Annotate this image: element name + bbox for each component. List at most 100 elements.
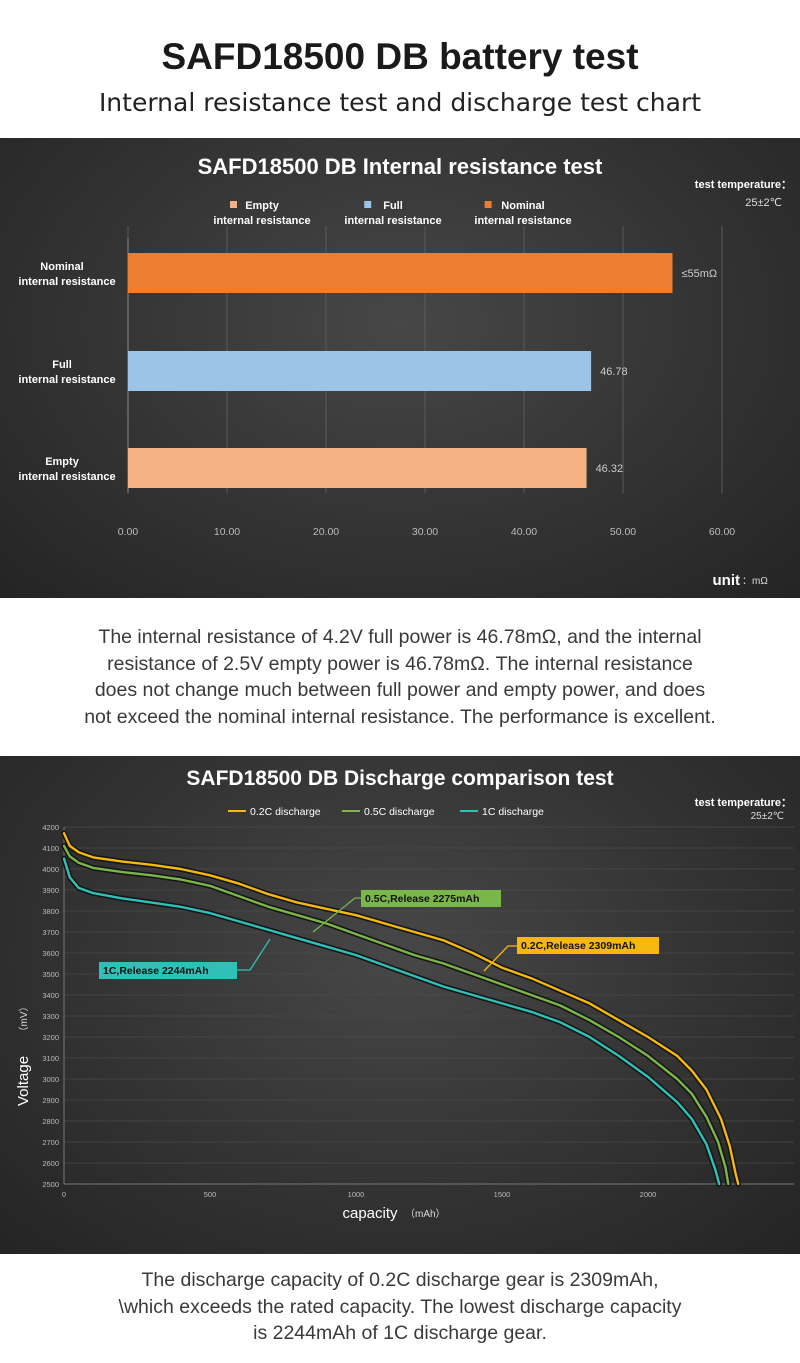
x-axis-label: capacity bbox=[342, 1205, 398, 1222]
line-y-tick-label: 4100 bbox=[42, 844, 59, 853]
bar-legend-label: Empty bbox=[245, 200, 280, 212]
resistance-caption-line: not exceed the nominal internal resistan… bbox=[84, 705, 716, 728]
line-series-group bbox=[61, 830, 741, 1187]
line-x-tick-label: 2000 bbox=[640, 1190, 657, 1199]
bar-category-label: Full bbox=[52, 359, 72, 371]
bar-category-label: internal resistance bbox=[18, 276, 115, 288]
bar-legend-label: Full bbox=[383, 200, 403, 212]
annotation-label: 0.5C,Release 2275mAh bbox=[365, 893, 479, 905]
resistance-chart-panel: SAFD18500 DB Internal resistance test te… bbox=[0, 138, 800, 598]
bar-legend-label: internal resistance bbox=[474, 215, 571, 227]
bar-x-tick-label: 0.00 bbox=[118, 526, 139, 538]
line-y-tick-label: 2500 bbox=[42, 1180, 59, 1189]
bar-x-tick-label: 50.00 bbox=[610, 526, 636, 538]
bar-category-label: internal resistance bbox=[18, 374, 115, 386]
line-legend: 0.2C discharge 0.5C discharge 1C discharge bbox=[228, 806, 544, 818]
line-legend-label: 0.5C discharge bbox=[364, 806, 435, 818]
line-y-tick-label: 3500 bbox=[42, 970, 59, 979]
line-test-temperature-value: 25±2℃ bbox=[751, 811, 784, 822]
bar-value-label: 46.78 bbox=[600, 366, 628, 378]
bar-x-tick-label: 20.00 bbox=[313, 526, 339, 538]
line-y-tick-label: 3200 bbox=[42, 1033, 59, 1042]
line-y-ticks: 4200 4100 4000 3900 3800 3700 3600 3500 3400 3300… bbox=[42, 823, 59, 1189]
resistance-caption: The internal resistance of 4.2V full pow… bbox=[20, 624, 780, 730]
line-chart-title: SAFD18500 DB Discharge comparison test bbox=[186, 767, 613, 790]
page-subtitle: Internal resistance test and discharge t… bbox=[98, 88, 702, 117]
line-y-tick-label: 2800 bbox=[42, 1117, 59, 1126]
line-y-tick-label: 4200 bbox=[42, 823, 59, 832]
bar-legend-label: internal resistance bbox=[344, 215, 441, 227]
line-y-tick-label: 2600 bbox=[42, 1159, 59, 1168]
line-y-tick-label: 3100 bbox=[42, 1054, 59, 1063]
x-axis-unit: （mAh） bbox=[405, 1208, 446, 1220]
annotation-box bbox=[99, 962, 237, 979]
bar-category-label: Empty bbox=[45, 456, 80, 468]
line-y-tick-label: 2700 bbox=[42, 1138, 59, 1147]
line-test-temperature-label: test temperature： bbox=[695, 797, 792, 809]
annotation-label: 1C,Release 2244mAh bbox=[103, 965, 209, 977]
discharge-line-chart: SAFD18500 DB Discharge comparison test t… bbox=[15, 767, 794, 1222]
bar bbox=[128, 448, 587, 488]
line-y-tick-label: 3600 bbox=[42, 949, 59, 958]
discharge-caption-line: \which exceeds the rated capacity. The l… bbox=[118, 1295, 682, 1318]
line-y-tick-label: 4000 bbox=[42, 865, 59, 874]
annotation-label: 0.2C,Release 2309mAh bbox=[521, 940, 635, 952]
y-axis-unit: （mV） bbox=[18, 1002, 30, 1037]
line-y-tick-label: 3700 bbox=[42, 928, 59, 937]
line-y-tick-label: 3000 bbox=[42, 1075, 59, 1084]
line-x-tick-label: 0 bbox=[62, 1190, 66, 1199]
line-y-tick-label: 3900 bbox=[42, 886, 59, 895]
bar-value-label: ≤55mΩ bbox=[682, 268, 718, 280]
bar-legend: Empty internal resistance Full internal res… bbox=[213, 200, 571, 227]
line-legend-label: 1C discharge bbox=[482, 806, 544, 818]
resistance-caption-line: The internal resistance of 4.2V full pow… bbox=[98, 626, 702, 648]
annotation-leader-line bbox=[483, 945, 517, 972]
bar-x-tick-label: 40.00 bbox=[511, 526, 537, 538]
bar-category-label: Nominal bbox=[40, 261, 83, 273]
discharge-chart-panel: SAFD18500 DB Discharge comparison test t… bbox=[0, 756, 800, 1254]
bar bbox=[128, 351, 592, 391]
bar-legend-swatch bbox=[230, 201, 237, 208]
line-x-ticks: 0 500 1000 1500 2000 bbox=[62, 1190, 656, 1199]
series-line bbox=[62, 844, 730, 1186]
bar-test-temperature-value: 25±2℃ bbox=[745, 197, 782, 209]
bar-x-tick-label: 30.00 bbox=[412, 526, 438, 538]
bar-legend-swatch bbox=[484, 201, 492, 208]
line-x-tick-label: 500 bbox=[204, 1190, 217, 1199]
line-legend-label: 0.2C discharge bbox=[250, 806, 321, 818]
bar-legend-label: internal resistance bbox=[213, 215, 310, 227]
line-x-tick-label: 1500 bbox=[494, 1190, 511, 1199]
annotation-leader-line bbox=[312, 897, 361, 933]
series-line bbox=[62, 857, 721, 1186]
bar-test-temperature-label: test temperature： bbox=[695, 179, 792, 191]
discharge-caption: The discharge capacity of 0.2C discharge… bbox=[20, 1267, 780, 1347]
line-y-tick-label: 3300 bbox=[42, 1012, 59, 1021]
bar bbox=[128, 253, 673, 293]
bar-unit-label: unit bbox=[713, 572, 741, 589]
bar-marks: ≤55mΩ Nominal internal resistance 46.78 Full… bbox=[18, 253, 717, 488]
discharge-caption-line: The discharge capacity of 0.2C discharge… bbox=[141, 1269, 659, 1291]
line-y-tick-label: 3800 bbox=[42, 907, 59, 916]
bar-value-label: 46.32 bbox=[596, 463, 624, 475]
series-line bbox=[62, 832, 740, 1186]
resistance-caption-line: does not change much between full power … bbox=[94, 679, 706, 701]
bar-x-ticks: 0.00 10.00 20.00 30.00 40.00 50.00 60.00 bbox=[118, 526, 736, 538]
line-gridlines bbox=[63, 826, 794, 1185]
line-y-tick-label: 2900 bbox=[42, 1096, 59, 1105]
line-y-tick-label: 3400 bbox=[42, 991, 59, 1000]
discharge-caption-line: is 2244mAh of 1C discharge gear. bbox=[253, 1322, 547, 1344]
line-annotations: 0.2C,Release 2309mAh 0.5C,Release 2275mAh… bbox=[99, 890, 659, 979]
resistance-caption-line: resistance of 2.5V empty power is 46.78m… bbox=[107, 652, 693, 675]
page-title: SAFD18500 DB battery test bbox=[161, 36, 639, 77]
bar-chart-title: SAFD18500 DB Internal resistance test bbox=[198, 154, 603, 179]
annotation-box bbox=[361, 890, 501, 907]
bar-unit-value: ：mΩ bbox=[742, 576, 768, 587]
resistance-bar-chart: SAFD18500 DB Internal resistance test te… bbox=[18, 154, 792, 589]
bar-legend-swatch bbox=[364, 201, 372, 208]
bar-legend-label: Nominal bbox=[501, 200, 544, 212]
annotation-leader-line bbox=[237, 938, 271, 971]
bar-x-tick-label: 10.00 bbox=[214, 526, 240, 538]
bar-x-tick-label: 60.00 bbox=[709, 526, 735, 538]
line-x-tick-label: 1000 bbox=[348, 1190, 365, 1199]
y-axis-label: Voltage bbox=[15, 1056, 32, 1106]
